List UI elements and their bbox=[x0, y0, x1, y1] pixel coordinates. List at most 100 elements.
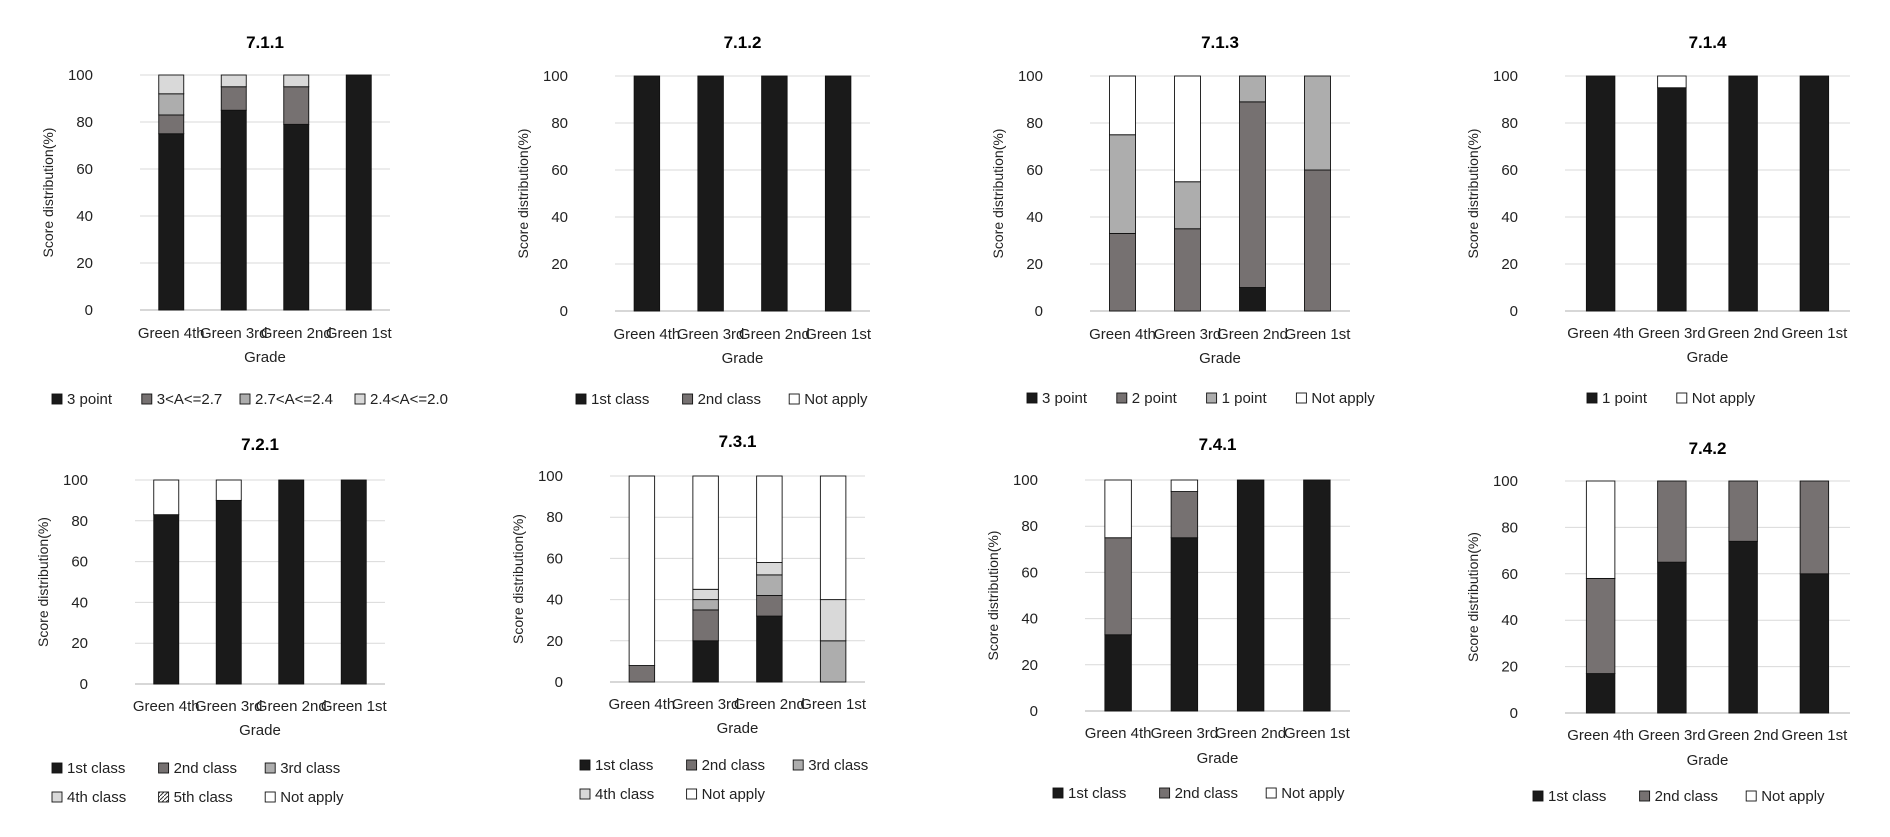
chart-7-4-2: 7.4.2 0 20 40 60 80 100 Score distribution(%) Gr… bbox=[1465, 439, 1850, 805]
x-tick-label: Green 4th bbox=[609, 696, 676, 713]
bar-segment bbox=[1728, 480, 1758, 542]
bar-segment bbox=[215, 479, 242, 501]
y-tick-label: 60 bbox=[546, 550, 563, 567]
bar-segment bbox=[158, 133, 185, 311]
y-axis-label: Score distribution(%) bbox=[990, 129, 1006, 259]
bar-segment bbox=[158, 74, 185, 95]
bar-segment bbox=[1585, 480, 1616, 579]
bar-segment bbox=[628, 475, 656, 666]
y-tick-label: 80 bbox=[546, 509, 563, 526]
bar-segment bbox=[220, 109, 247, 311]
y-tick-label: 60 bbox=[1021, 564, 1038, 581]
bar-segment bbox=[1585, 75, 1616, 312]
x-tick-label: Green 3rd bbox=[672, 696, 740, 713]
bar-segment bbox=[340, 479, 367, 685]
x-tick-label: Green 4th bbox=[1567, 325, 1634, 342]
y-tick-label: 60 bbox=[1501, 162, 1518, 179]
bar-segment bbox=[1239, 101, 1266, 288]
legend-swatch bbox=[158, 791, 170, 803]
y-tick-label: 20 bbox=[551, 256, 568, 273]
y-tick-label: 80 bbox=[1501, 519, 1518, 536]
bar-segment bbox=[1239, 75, 1266, 103]
x-axis-label: Grade bbox=[1199, 350, 1241, 367]
bar-segment bbox=[1585, 577, 1616, 675]
x-tick-label: Green 3rd bbox=[1154, 326, 1222, 343]
legend-swatch bbox=[1295, 392, 1307, 404]
y-tick-label: 40 bbox=[71, 594, 88, 611]
legend-swatch bbox=[51, 762, 63, 774]
legend-label: Not apply bbox=[804, 391, 868, 408]
y-tick-label: 60 bbox=[76, 161, 93, 178]
legend-label: 1st class bbox=[595, 757, 653, 774]
legend-swatch bbox=[1159, 787, 1171, 799]
bar-segment bbox=[345, 74, 372, 311]
bar-segment bbox=[692, 609, 719, 642]
x-tick-label: Green 1st bbox=[1781, 325, 1848, 342]
bar-segment bbox=[1170, 479, 1199, 493]
legend-swatch bbox=[1532, 790, 1544, 802]
legend-swatch bbox=[682, 393, 694, 405]
y-tick-label: 20 bbox=[71, 635, 88, 652]
y-tick-label: 40 bbox=[546, 592, 563, 609]
bar-segment bbox=[1799, 573, 1830, 714]
chart-title: 7.1.1 bbox=[246, 33, 284, 52]
y-axis-label: Score distribution(%) bbox=[40, 128, 56, 258]
x-tick-label: Green 1st bbox=[321, 698, 388, 715]
bar-segment bbox=[220, 74, 247, 88]
bar-segment bbox=[692, 640, 719, 683]
legend-swatch bbox=[51, 791, 63, 803]
legend-label: Not apply bbox=[280, 789, 344, 806]
y-tick-label: 0 bbox=[1035, 303, 1043, 320]
y-tick-label: 80 bbox=[551, 115, 568, 132]
legend-label: 3 point bbox=[1042, 390, 1088, 407]
y-tick-label: 20 bbox=[1021, 657, 1038, 674]
x-tick-label: Green 1st bbox=[805, 326, 872, 343]
chart-title: 7.2.1 bbox=[241, 435, 279, 454]
legend-swatch bbox=[141, 393, 153, 405]
bar-segment bbox=[824, 75, 852, 312]
bar-segment bbox=[819, 640, 847, 683]
legend-label: Not apply bbox=[1761, 788, 1825, 805]
y-tick-label: 80 bbox=[1021, 518, 1038, 535]
bar-segment bbox=[1657, 87, 1687, 312]
y-axis-label: Score distribution(%) bbox=[515, 129, 531, 259]
legend-swatch bbox=[1052, 787, 1064, 799]
x-tick-label: Green 4th bbox=[1089, 326, 1156, 343]
chart-title: 7.4.2 bbox=[1689, 439, 1727, 458]
x-axis-label: Grade bbox=[1197, 750, 1239, 767]
legend-swatch bbox=[792, 759, 804, 771]
y-tick-label: 0 bbox=[555, 674, 563, 691]
y-tick-label: 100 bbox=[1013, 472, 1038, 489]
bar-segment bbox=[1799, 480, 1830, 575]
x-axis-label: Grade bbox=[717, 720, 759, 737]
bar-segment bbox=[1304, 75, 1331, 171]
y-tick-label: 20 bbox=[546, 633, 563, 650]
bar-segment bbox=[692, 588, 719, 601]
bar-segment bbox=[1585, 673, 1616, 714]
bar-segment bbox=[756, 475, 783, 563]
bar-segment bbox=[1728, 540, 1758, 714]
bar-segment bbox=[756, 562, 783, 576]
legend-swatch bbox=[1265, 787, 1277, 799]
y-axis-label: Score distribution(%) bbox=[1465, 129, 1481, 259]
y-tick-label: 60 bbox=[1501, 566, 1518, 583]
y-tick-label: 80 bbox=[71, 513, 88, 530]
y-tick-label: 40 bbox=[1501, 612, 1518, 629]
y-tick-label: 60 bbox=[71, 554, 88, 571]
chart-title: 7.3.1 bbox=[719, 432, 757, 451]
bar-segment bbox=[153, 479, 180, 516]
bar-segment bbox=[1170, 491, 1199, 539]
bar-segment bbox=[1657, 561, 1687, 714]
bar-segment bbox=[1657, 480, 1687, 563]
legend-label: 3<A<=2.7 bbox=[157, 391, 222, 408]
y-tick-label: 80 bbox=[76, 114, 93, 131]
y-tick-label: 40 bbox=[1501, 209, 1518, 226]
legend-swatch bbox=[686, 759, 698, 771]
x-axis-label: Grade bbox=[239, 722, 281, 739]
bar-segment bbox=[1657, 75, 1687, 89]
bar-segment bbox=[1174, 181, 1201, 230]
legend-label: 1st class bbox=[1068, 785, 1126, 802]
legend-swatch bbox=[354, 393, 366, 405]
x-tick-label: Green 2nd bbox=[734, 696, 805, 713]
bar-segment bbox=[215, 499, 242, 685]
